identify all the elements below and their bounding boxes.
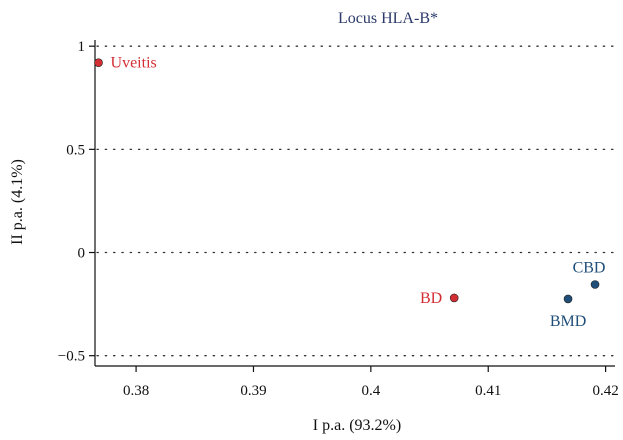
point-bd xyxy=(449,293,459,303)
data-points: Uveitis BD BMD CBD xyxy=(94,55,606,330)
x-tick-label: 0.39 xyxy=(240,383,266,399)
x-ticks: 0.38 0.39 0.4 0.41 0.42 xyxy=(123,366,619,399)
y-tick-label: −0.5 xyxy=(58,349,85,365)
grid-lines xyxy=(96,45,616,357)
point-label-uveitis: Uveitis xyxy=(111,55,157,72)
point-bmd xyxy=(563,294,573,304)
y-ticks: 1 0.5 0 −0.5 xyxy=(58,39,95,365)
point-uveitis xyxy=(94,58,103,67)
x-tick-label: 0.38 xyxy=(123,383,149,399)
x-tick-label: 0.4 xyxy=(361,383,380,399)
point-label-cbd: CBD xyxy=(573,260,606,277)
x-axis-label: I p.a. (93.2%) xyxy=(313,417,401,434)
y-tick-label: 0 xyxy=(78,246,86,262)
point-label-bd: BD xyxy=(420,290,442,307)
x-tick-label: 0.41 xyxy=(475,383,501,399)
x-tick-label: 0.42 xyxy=(592,383,618,399)
y-axis-label: II p.a. (4.1%) xyxy=(9,159,26,245)
y-tick-label: 0.5 xyxy=(66,142,85,158)
point-label-bmd: BMD xyxy=(550,313,586,330)
chart-title: Locus HLA-B* xyxy=(338,10,438,27)
point-cbd xyxy=(590,280,600,289)
y-tick-label: 1 xyxy=(78,39,86,55)
